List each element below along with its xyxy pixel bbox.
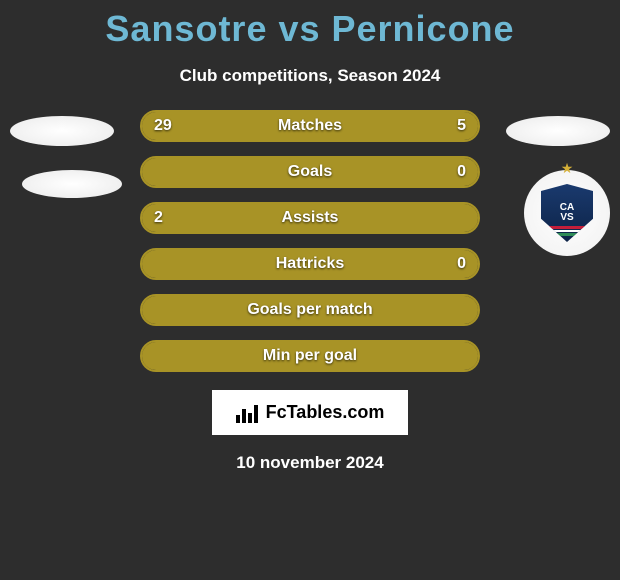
stat-label: Goals [142,163,478,181]
shield-stripes [537,226,597,236]
chart-icon [236,403,258,423]
brand-text: FcTables.com [266,402,385,423]
stat-row-goals: Goals 0 [140,156,480,188]
player-left-badge [10,116,114,146]
stat-row-hattricks: Hattricks 0 [140,248,480,280]
stat-row-min-per-goal: Min per goal [140,340,480,372]
shield-star-icon: ★ [561,160,574,177]
player-right-shield: ★ CAVS [524,170,610,256]
date: 10 november 2024 [236,453,383,473]
main-container: Sansotre vs Pernicone Club competitions,… [0,0,620,580]
stat-label: Matches [142,117,478,135]
stat-label: Goals per match [142,301,478,319]
shield-inner: CAVS [541,184,593,242]
stat-value-right: 0 [457,255,466,273]
shield-text: CAVS [560,203,574,223]
stat-label: Hattricks [142,255,478,273]
branding[interactable]: FcTables.com [212,390,409,435]
stat-row-matches: 29 Matches 5 [140,110,480,142]
stat-label: Min per goal [142,347,478,365]
stat-row-assists: 2 Assists [140,202,480,234]
stat-row-goals-per-match: Goals per match [140,294,480,326]
player-left-badge-2 [22,170,122,198]
page-title: Sansotre vs Pernicone [105,8,514,50]
stat-value-right: 5 [457,117,466,135]
subtitle: Club competitions, Season 2024 [180,66,441,86]
player-right-badge-top [506,116,610,146]
stat-label: Assists [142,209,478,227]
stat-value-right: 0 [457,163,466,181]
stats-area: ★ CAVS 29 Matches 5 Goals 0 [0,110,620,372]
stats-bars: 29 Matches 5 Goals 0 2 Assists Hattricks… [140,110,480,372]
